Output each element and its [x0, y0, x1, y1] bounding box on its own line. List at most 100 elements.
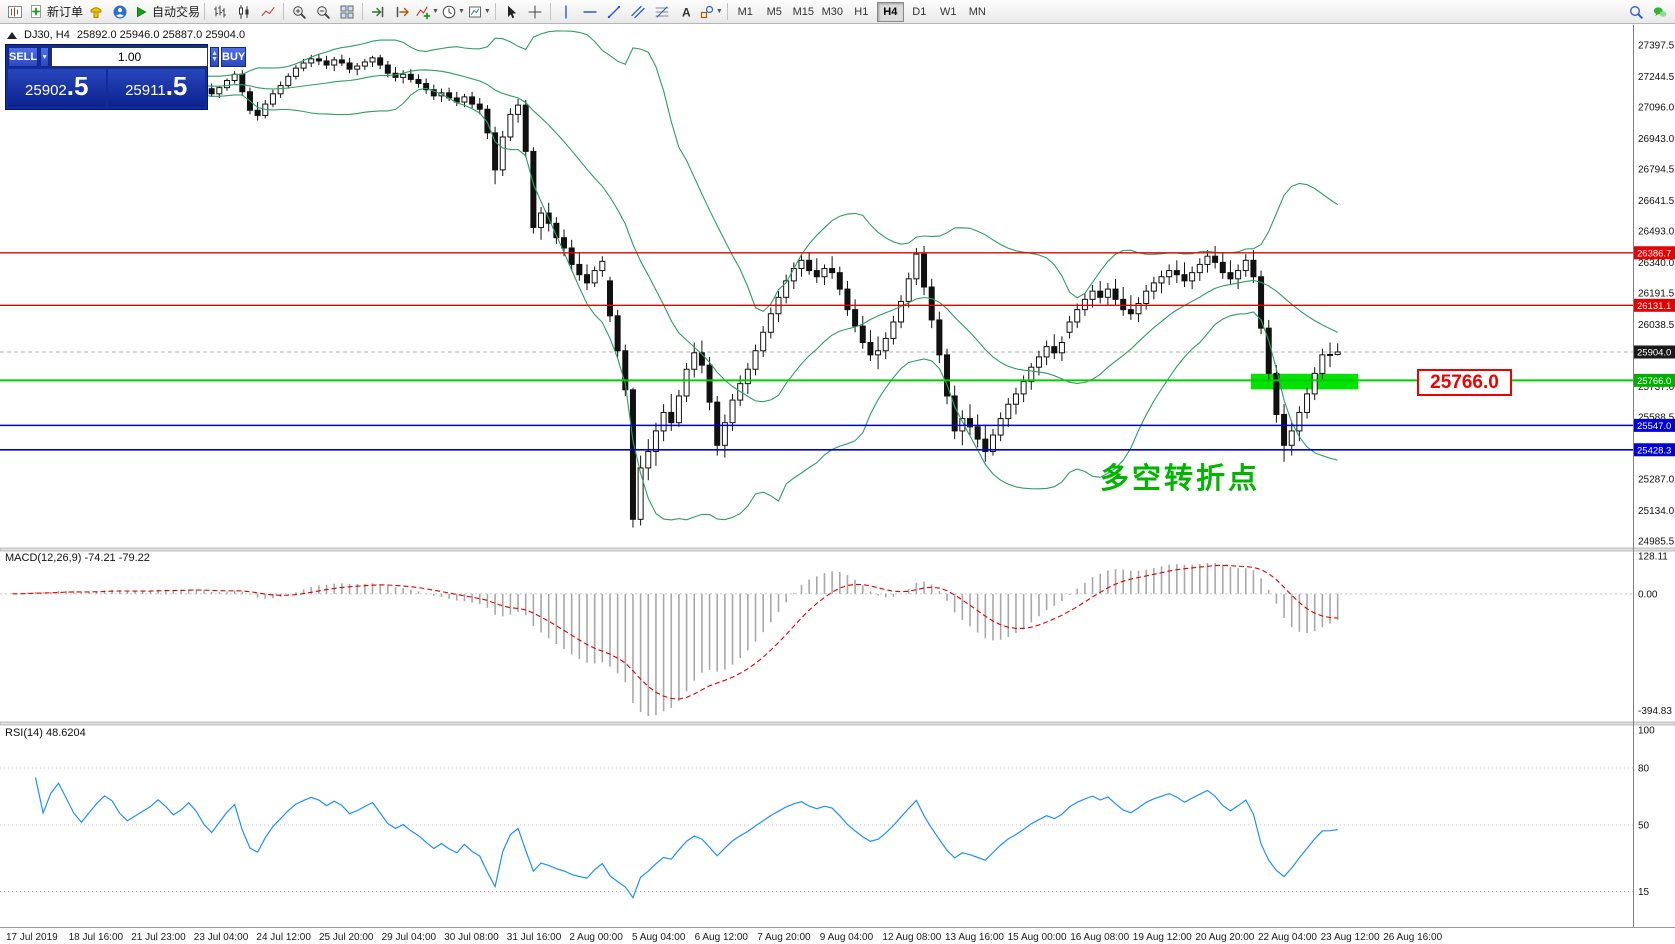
svg-text:26641.5: 26641.5: [1638, 196, 1675, 207]
main-toolbar: 新订单 自动交易 ▼ ▼ ▼ A ▼ M1 M5 M15 M30 H1 H4 D1 W1 MN: [0, 0, 1675, 24]
community-chat-icon[interactable]: [1648, 1, 1672, 23]
svg-text:25287.0: 25287.0: [1638, 474, 1675, 485]
svg-text:26943.0: 26943.0: [1638, 134, 1675, 145]
chart-window-icon[interactable]: [3, 1, 27, 23]
horizontal-line-icon[interactable]: [578, 1, 602, 23]
autotrading-button[interactable]: 自动交易: [132, 1, 201, 23]
trade-panel-controls: SELL ▼ ▲ ▼ BUY: [8, 47, 247, 67]
svg-text:15: 15: [1638, 887, 1650, 898]
collapse-panel-icon[interactable]: [7, 31, 17, 39]
svg-text:27397.5: 27397.5: [1638, 41, 1675, 52]
svg-text:9 Aug 04:00: 9 Aug 04:00: [820, 932, 874, 943]
bar-chart-icon[interactable]: [208, 1, 232, 23]
svg-text:27244.5: 27244.5: [1638, 72, 1675, 83]
chart-shift-icon[interactable]: [390, 1, 414, 23]
indicators-button[interactable]: ▼: [414, 1, 440, 23]
svg-text:26794.5: 26794.5: [1638, 164, 1675, 175]
fibonacci-icon[interactable]: [650, 1, 674, 23]
text-tool-icon[interactable]: A: [674, 1, 698, 23]
svg-text:26 Aug 16:00: 26 Aug 16:00: [1383, 932, 1442, 943]
svg-text:23 Aug 12:00: 23 Aug 12:00: [1321, 932, 1380, 943]
sell-button[interactable]: SELL: [8, 47, 39, 67]
price-level-callout: 25766.0: [1417, 369, 1512, 396]
toolbar-separator: [549, 3, 551, 20]
sell-price[interactable]: 25902.5: [8, 69, 106, 107]
svg-text:100: 100: [1638, 726, 1655, 737]
macd-indicator-label: MACD(12,26,9) -74.21 -79.22: [5, 552, 150, 564]
svg-text:12 Aug 08:00: 12 Aug 08:00: [882, 932, 941, 943]
svg-text:25766.0: 25766.0: [1637, 376, 1671, 387]
trendline-icon[interactable]: [602, 1, 626, 23]
timeframe-M1[interactable]: M1: [737, 5, 753, 18]
templates-button[interactable]: ▼: [466, 1, 492, 23]
svg-text:17 Jul 2019: 17 Jul 2019: [6, 932, 58, 943]
tile-windows-icon[interactable]: [335, 1, 359, 23]
svg-text:19 Aug 12:00: 19 Aug 12:00: [1133, 932, 1192, 943]
svg-text:21 Jul 23:00: 21 Jul 23:00: [131, 932, 186, 943]
svg-text:25 Jul 20:00: 25 Jul 20:00: [319, 932, 374, 943]
search-icon[interactable]: [1624, 1, 1648, 23]
svg-text:7 Aug 20:00: 7 Aug 20:00: [757, 932, 811, 943]
timeframe-H4[interactable]: H4: [876, 1, 904, 22]
shapes-icon[interactable]: ▼: [698, 1, 724, 23]
volume-stepper[interactable]: ▲ ▼: [210, 47, 219, 67]
svg-text:25134.0: 25134.0: [1638, 506, 1675, 517]
auto-scroll-icon[interactable]: [366, 1, 390, 23]
toolbar-separator: [494, 3, 496, 20]
svg-text:25588.5: 25588.5: [1638, 412, 1675, 423]
timeframe-M5[interactable]: M5: [766, 5, 782, 18]
crosshair-icon[interactable]: [523, 1, 547, 23]
timeframe-M30[interactable]: M30: [821, 5, 843, 18]
sell-options-caret-icon[interactable]: ▼: [40, 47, 50, 67]
volume-down-icon[interactable]: ▼: [211, 56, 218, 63]
community-icon[interactable]: [108, 1, 132, 23]
svg-text:6 Aug 12:00: 6 Aug 12:00: [695, 932, 749, 943]
svg-text:15 Aug 00:00: 15 Aug 00:00: [1008, 932, 1067, 943]
timeframe-H1[interactable]: H1: [854, 5, 869, 18]
trade-panel-prices: 25902.5 25911.5: [8, 69, 205, 107]
svg-text:20 Aug 20:00: 20 Aug 20:00: [1195, 932, 1254, 943]
channel-icon[interactable]: [626, 1, 650, 23]
line-chart-icon[interactable]: [256, 1, 280, 23]
svg-text:25737.0: 25737.0: [1638, 382, 1675, 393]
svg-text:25547.0: 25547.0: [1637, 421, 1671, 432]
buy-price[interactable]: 25911.5: [107, 69, 205, 107]
svg-text:-394.83: -394.83: [1638, 706, 1672, 717]
svg-text:22 Aug 04:00: 22 Aug 04:00: [1258, 932, 1317, 943]
svg-text:24 Jul 12:00: 24 Jul 12:00: [256, 932, 311, 943]
timeframe-D1[interactable]: D1: [912, 5, 927, 18]
svg-text:31 Jul 16:00: 31 Jul 16:00: [507, 932, 562, 943]
zoom-out-icon[interactable]: [311, 1, 335, 23]
svg-text:23 Jul 04:00: 23 Jul 04:00: [194, 932, 249, 943]
timeframe-W1[interactable]: W1: [940, 5, 957, 18]
svg-text:27096.0: 27096.0: [1638, 102, 1675, 113]
vertical-line-icon[interactable]: [554, 1, 578, 23]
svg-text:18 Jul 16:00: 18 Jul 16:00: [69, 932, 124, 943]
buy-button[interactable]: BUY: [221, 47, 247, 67]
svg-text:26386.7: 26386.7: [1637, 248, 1671, 259]
svg-text:30 Jul 08:00: 30 Jul 08:00: [444, 932, 499, 943]
timeframe-MN[interactable]: MN: [968, 5, 986, 18]
new-order-button[interactable]: 新订单: [27, 1, 84, 23]
metaeditor-icon[interactable]: [84, 1, 108, 23]
turning-point-annotation: 多空转折点: [1100, 463, 1261, 495]
svg-text:16 Aug 08:00: 16 Aug 08:00: [1070, 932, 1129, 943]
periods-button[interactable]: ▼: [440, 1, 466, 23]
ohlc-values: 25892.0 25946.0 25887.0 25904.0: [76, 29, 246, 41]
svg-text:26191.5: 26191.5: [1638, 288, 1675, 299]
svg-text:26340.0: 26340.0: [1638, 258, 1675, 269]
svg-text:13 Aug 16:00: 13 Aug 16:00: [945, 932, 1004, 943]
cursor-icon[interactable]: [499, 1, 523, 23]
toolbar-separator: [204, 3, 206, 20]
svg-text:128.11: 128.11: [1638, 552, 1668, 563]
candlestick-chart-icon[interactable]: [232, 1, 256, 23]
svg-text:24985.5: 24985.5: [1638, 536, 1675, 547]
timeframe-M15[interactable]: M15: [792, 5, 814, 18]
svg-text:2 Aug 00:00: 2 Aug 00:00: [569, 932, 623, 943]
symbol-period-label: DJ30, H4: [24, 29, 70, 41]
zoom-in-icon[interactable]: [287, 1, 311, 23]
volume-input[interactable]: [51, 47, 209, 67]
volume-up-icon[interactable]: ▲: [211, 50, 218, 57]
